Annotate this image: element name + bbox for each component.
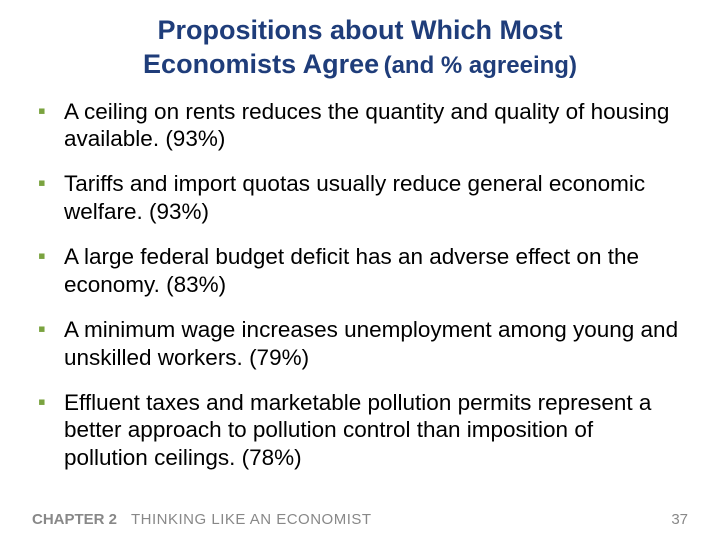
list-item: ▪ A large federal budget deficit has an …: [38, 243, 682, 298]
bullet-icon: ▪: [38, 98, 64, 124]
title-line1: Propositions about Which Most: [158, 15, 563, 45]
bullet-list: ▪ A ceiling on rents reduces the quantit…: [32, 98, 688, 472]
bullet-icon: ▪: [38, 170, 64, 196]
slide: Propositions about Which Most Economists…: [0, 0, 720, 540]
footer-chapter: CHAPTER 2: [32, 511, 117, 528]
bullet-text: Tariffs and import quotas usually reduce…: [64, 170, 682, 225]
bullet-text: A ceiling on rents reduces the quantity …: [64, 98, 682, 153]
footer-page-number: 37: [671, 511, 688, 528]
title-line2-main: Economists Agree: [143, 49, 379, 79]
bullet-icon: ▪: [38, 389, 64, 415]
list-item: ▪ A ceiling on rents reduces the quantit…: [38, 98, 682, 153]
footer-chapter-title: THINKING LIKE AN ECONOMIST: [131, 511, 372, 528]
slide-title: Propositions about Which Most Economists…: [32, 14, 688, 82]
slide-footer: CHAPTER 2 THINKING LIKE AN ECONOMIST 37: [32, 511, 688, 528]
bullet-icon: ▪: [38, 316, 64, 342]
bullet-text: Effluent taxes and marketable pollution …: [64, 389, 682, 471]
list-item: ▪ Tariffs and import quotas usually redu…: [38, 170, 682, 225]
bullet-text: A large federal budget deficit has an ad…: [64, 243, 682, 298]
list-item: ▪ A minimum wage increases unemployment …: [38, 316, 682, 371]
bullet-icon: ▪: [38, 243, 64, 269]
list-item: ▪ Effluent taxes and marketable pollutio…: [38, 389, 682, 471]
title-line2-sub: (and % agreeing): [384, 52, 577, 79]
bullet-text: A minimum wage increases unemployment am…: [64, 316, 682, 371]
